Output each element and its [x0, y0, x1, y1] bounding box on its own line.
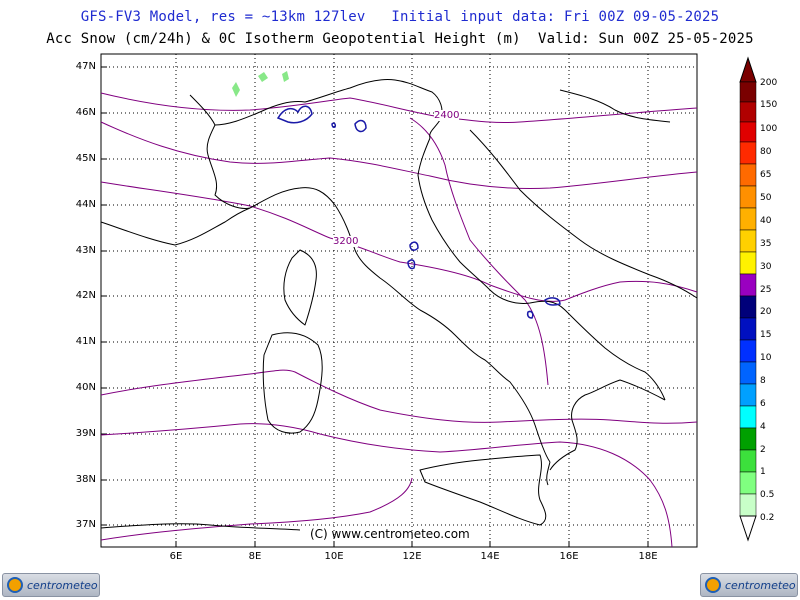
lon-label-12e: 12E: [402, 551, 422, 562]
legend-label-0-5: 0.5: [760, 490, 775, 500]
lat-label-47n: 47N: [75, 61, 96, 72]
legend-label-8: 8: [760, 376, 766, 386]
lat-label-37n: 37N: [75, 519, 96, 530]
legend-label-20: 20: [760, 307, 772, 317]
legend-label-40: 40: [760, 216, 772, 226]
lat-label-44n: 44N: [75, 199, 96, 210]
lon-label-16e: 16E: [559, 551, 579, 562]
coastlines: [100, 79, 698, 531]
lon-label-14e: 14E: [480, 551, 500, 562]
legend-label-150: 150: [760, 100, 778, 110]
contour-label-2400: 2400: [434, 110, 460, 121]
lat-label-42n: 42N: [75, 290, 96, 301]
lon-label-6e: 6E: [169, 551, 183, 562]
legend-label-100: 100: [760, 124, 778, 134]
legend-label-1: 1: [760, 467, 766, 477]
legend-label-65: 65: [760, 170, 772, 180]
lat-label-39n: 39N: [75, 428, 96, 439]
lon-label-18e: 18E: [638, 551, 658, 562]
graticule: [101, 54, 697, 547]
legend-label-10: 10: [760, 353, 772, 363]
lat-label-38n: 38N: [75, 474, 96, 485]
logo-text-left: centrometeo: [27, 578, 98, 592]
centrometeo-logo-left[interactable]: centrometeo: [2, 573, 100, 597]
legend-colorbar: [739, 56, 757, 542]
legend-label-15: 15: [760, 330, 772, 340]
centrometeo-logo-icon: [7, 577, 23, 593]
lon-label-10e: 10E: [324, 551, 344, 562]
lat-label-45n: 45N: [75, 153, 96, 164]
lat-label-46n: 46N: [75, 107, 96, 118]
isotherm-contours: [100, 92, 698, 548]
legend-label-80: 80: [760, 147, 772, 157]
map-frame: [100, 53, 698, 548]
axis-ticks: [101, 66, 649, 547]
snow-areas: [276, 105, 561, 319]
legend-label-30: 30: [760, 262, 772, 272]
logo-text-right: centrometeo: [725, 578, 796, 592]
header-line-2: Acc Snow (cm/24h) & 0C Isotherm Geopoten…: [46, 31, 754, 47]
legend-label-35: 35: [760, 239, 772, 249]
legend-label-6: 6: [760, 399, 766, 409]
snow-light-areas: [232, 71, 289, 97]
legend-label-0-2: 0.2: [760, 513, 775, 523]
centrometeo-logo-icon: [705, 577, 721, 593]
copyright-text: (C) www.centrometeo.com: [310, 527, 470, 541]
lat-label-43n: 43N: [75, 245, 96, 256]
header-line-1: GFS-FV3 Model, res = ~13km 127lev Initia…: [80, 9, 720, 25]
centrometeo-logo-right[interactable]: centrometeo: [700, 573, 798, 597]
legend-label-200: 200: [760, 78, 778, 88]
legend-label-2: 2: [760, 445, 766, 455]
lat-label-40n: 40N: [75, 382, 96, 393]
legend-label-50: 50: [760, 193, 772, 203]
legend-label-25: 25: [760, 285, 772, 295]
contour-label-3200: 3200: [333, 236, 359, 247]
lon-label-8e: 8E: [248, 551, 262, 562]
legend-label-4: 4: [760, 422, 766, 432]
lat-label-41n: 41N: [75, 336, 96, 347]
